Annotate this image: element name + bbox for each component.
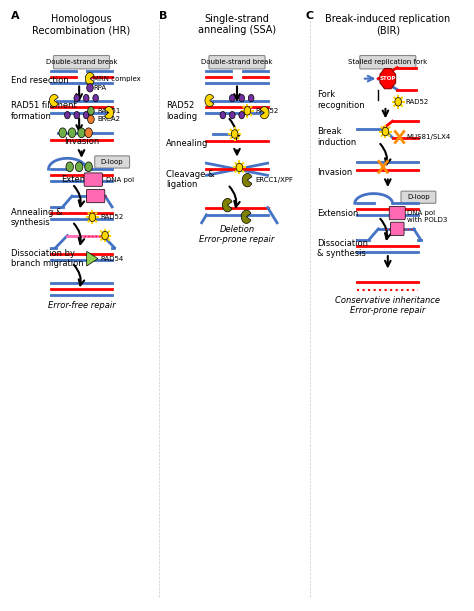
- Text: Stalled replication fork: Stalled replication fork: [348, 59, 428, 65]
- Text: Invasion: Invasion: [64, 137, 99, 147]
- Circle shape: [93, 95, 99, 102]
- Text: Deletion
Error-prone repair: Deletion Error-prone repair: [199, 225, 275, 244]
- Polygon shape: [87, 251, 98, 266]
- FancyBboxPatch shape: [209, 56, 265, 69]
- Text: RAD52: RAD52: [406, 99, 429, 104]
- Text: Double-strand break: Double-strand break: [201, 59, 273, 65]
- Text: RAD52: RAD52: [255, 108, 278, 114]
- Circle shape: [68, 128, 76, 137]
- Text: with POLD3: with POLD3: [407, 217, 447, 223]
- Circle shape: [239, 111, 245, 119]
- Text: Break-induced replication
(BIR): Break-induced replication (BIR): [325, 13, 450, 35]
- Text: Homologous
Recombination (HR): Homologous Recombination (HR): [32, 13, 131, 35]
- Circle shape: [382, 127, 389, 136]
- Text: STOP: STOP: [380, 76, 396, 81]
- Circle shape: [78, 128, 85, 137]
- Text: RAD54: RAD54: [100, 255, 124, 262]
- Text: DNA pol: DNA pol: [407, 210, 435, 216]
- Text: Single-strand
annealing (SSA): Single-strand annealing (SSA): [198, 13, 276, 35]
- Circle shape: [88, 106, 94, 115]
- Wedge shape: [205, 95, 214, 106]
- Circle shape: [83, 111, 89, 119]
- FancyBboxPatch shape: [401, 191, 436, 203]
- Circle shape: [248, 95, 254, 102]
- Text: B: B: [159, 10, 168, 21]
- Text: Conservative inheritance
Error-prone repair: Conservative inheritance Error-prone rep…: [335, 296, 440, 315]
- Text: Extension: Extension: [317, 208, 358, 218]
- Wedge shape: [222, 199, 232, 212]
- FancyBboxPatch shape: [391, 222, 404, 236]
- Circle shape: [64, 111, 70, 119]
- Text: Error-free repair: Error-free repair: [47, 301, 115, 310]
- Text: Dissociation
& synthesis: Dissociation & synthesis: [317, 239, 368, 258]
- Wedge shape: [260, 106, 269, 119]
- FancyBboxPatch shape: [54, 56, 109, 69]
- Text: Double-strand break: Double-strand break: [46, 59, 117, 65]
- Text: D-loop: D-loop: [101, 159, 123, 165]
- Circle shape: [229, 111, 235, 119]
- Circle shape: [74, 111, 80, 119]
- FancyBboxPatch shape: [389, 207, 405, 220]
- FancyBboxPatch shape: [95, 156, 129, 168]
- Circle shape: [85, 162, 92, 172]
- Text: RPA: RPA: [93, 85, 106, 91]
- Text: MUS81/SLX4: MUS81/SLX4: [407, 134, 451, 140]
- Circle shape: [87, 84, 93, 92]
- Circle shape: [85, 128, 92, 137]
- Circle shape: [89, 213, 96, 222]
- Text: RAD51: RAD51: [97, 108, 120, 114]
- Circle shape: [239, 95, 245, 102]
- Circle shape: [231, 130, 238, 138]
- Wedge shape: [85, 73, 94, 85]
- Text: Fork
recognition: Fork recognition: [317, 90, 365, 109]
- Circle shape: [88, 115, 94, 123]
- Text: ERCC1/XPF: ERCC1/XPF: [255, 177, 293, 183]
- Circle shape: [75, 162, 83, 172]
- Text: A: A: [11, 10, 19, 21]
- Circle shape: [83, 95, 89, 102]
- Wedge shape: [49, 95, 58, 106]
- Circle shape: [236, 163, 243, 172]
- Text: D-loop: D-loop: [407, 194, 430, 200]
- FancyBboxPatch shape: [84, 173, 102, 186]
- Circle shape: [229, 95, 235, 102]
- Text: Invasion: Invasion: [317, 169, 352, 177]
- FancyBboxPatch shape: [360, 56, 416, 69]
- Text: Extension: Extension: [61, 175, 102, 184]
- Text: RAD52
loading: RAD52 loading: [166, 101, 198, 120]
- Text: Annealing: Annealing: [166, 139, 209, 148]
- Text: MRN complex: MRN complex: [93, 76, 141, 82]
- Circle shape: [66, 162, 73, 172]
- Text: Break
induction: Break induction: [317, 127, 356, 147]
- Text: Cleavage &
ligation: Cleavage & ligation: [166, 170, 215, 189]
- Circle shape: [74, 95, 80, 102]
- Circle shape: [102, 232, 109, 240]
- Circle shape: [395, 98, 401, 106]
- Circle shape: [220, 111, 226, 119]
- Wedge shape: [105, 106, 114, 119]
- FancyBboxPatch shape: [86, 189, 105, 203]
- Wedge shape: [241, 210, 251, 224]
- Text: RAD51 filament
formation: RAD51 filament formation: [11, 101, 77, 120]
- Text: RAD52: RAD52: [100, 214, 124, 221]
- Wedge shape: [242, 174, 252, 187]
- Text: Dissociation by
branch migration: Dissociation by branch migration: [11, 249, 83, 268]
- Text: Annealing &
synthesis: Annealing & synthesis: [11, 208, 62, 227]
- Text: BRCA2: BRCA2: [97, 116, 120, 122]
- Text: End resection: End resection: [11, 76, 68, 85]
- Circle shape: [59, 128, 66, 137]
- Text: DNA pol: DNA pol: [107, 177, 135, 183]
- Text: C: C: [305, 10, 313, 21]
- Circle shape: [244, 106, 251, 115]
